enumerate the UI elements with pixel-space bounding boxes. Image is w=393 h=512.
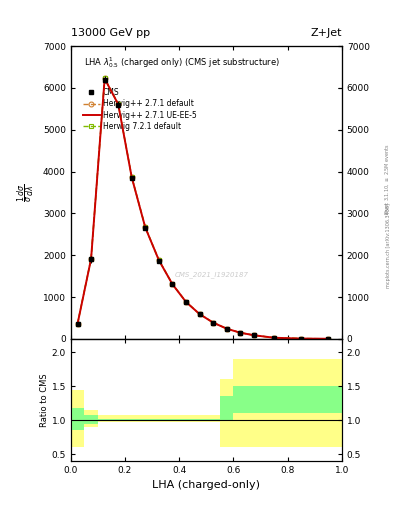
Text: Rivet 3.1.10, $\geq$ 2.5M events: Rivet 3.1.10, $\geq$ 2.5M events <box>384 143 391 215</box>
X-axis label: LHA (charged-only): LHA (charged-only) <box>152 480 260 490</box>
Text: CMS_2021_I1920187: CMS_2021_I1920187 <box>175 271 249 278</box>
Text: 13000 GeV pp: 13000 GeV pp <box>71 28 150 38</box>
Text: LHA $\lambda^{1}_{0.5}$ (charged only) (CMS jet substructure): LHA $\lambda^{1}_{0.5}$ (charged only) (… <box>84 55 280 70</box>
Text: Z+Jet: Z+Jet <box>310 28 342 38</box>
Legend: CMS, Herwig++ 2.7.1 default, Herwig++ 2.7.1 UE-EE-5, Herwig 7.2.1 default: CMS, Herwig++ 2.7.1 default, Herwig++ 2.… <box>80 85 200 134</box>
Y-axis label: Ratio to CMS: Ratio to CMS <box>40 373 49 426</box>
Y-axis label: $\frac{1}{\sigma}\frac{d\sigma}{d\lambda}$: $\frac{1}{\sigma}\frac{d\sigma}{d\lambda… <box>16 183 37 202</box>
Text: mcplots.cern.ch [arXiv:1306.3436]: mcplots.cern.ch [arXiv:1306.3436] <box>386 203 391 288</box>
